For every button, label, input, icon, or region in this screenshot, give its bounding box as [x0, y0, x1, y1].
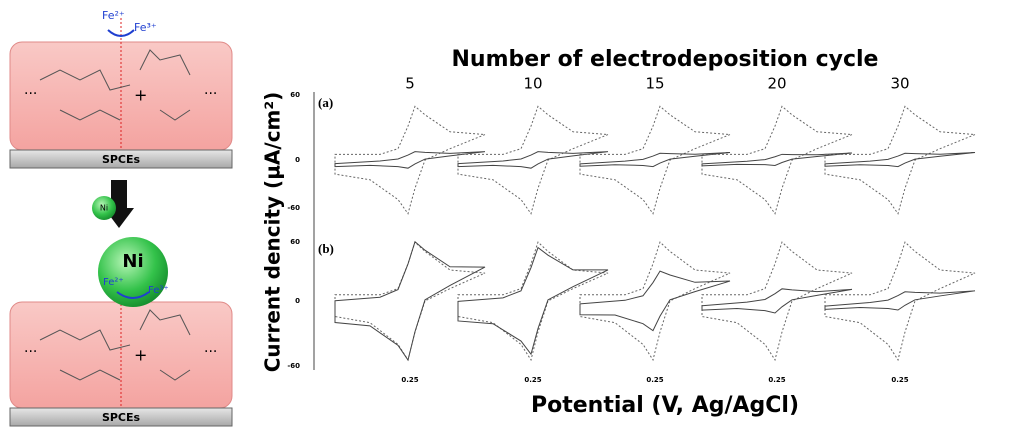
- ni-label: Ni: [100, 204, 108, 213]
- plus: +: [134, 86, 147, 105]
- dashed-cv-curve: [579, 241, 731, 362]
- ion-label: Fe²⁺: [102, 9, 125, 22]
- ion-label: Fe³⁺: [134, 21, 157, 34]
- dashed-cv-curve: [701, 105, 853, 215]
- cycle-label: 10: [523, 75, 542, 93]
- ni-label: Ni: [122, 251, 143, 272]
- solid-cv-curve: [824, 151, 976, 168]
- dashed-cv-curve: [457, 241, 609, 362]
- redox-arrow: [116, 291, 150, 299]
- plus: +: [134, 346, 147, 365]
- dashed-cv-curve: [701, 241, 853, 362]
- figure-title: Number of electrodeposition cycle: [452, 47, 879, 72]
- arrow: [111, 180, 127, 210]
- x-tick-label: 0.25: [891, 376, 908, 384]
- redox-arrow: [107, 29, 135, 37]
- ion-label: Fe³⁺: [148, 285, 169, 296]
- y-axis-label: Current dencity (µA/cm²): [261, 92, 285, 373]
- molecule: [39, 49, 191, 121]
- y-tick-label: 0: [295, 156, 300, 164]
- cycle-label: 20: [767, 75, 786, 93]
- dots: ···: [24, 344, 37, 360]
- x-tick-label: 0.25: [768, 376, 785, 384]
- solid-cv-curve: [334, 151, 486, 169]
- solid-cv-curve: [824, 290, 976, 311]
- x-axis-label: Potential (V, Ag/AgCl): [531, 393, 799, 418]
- solid-cv-curve: [579, 151, 731, 168]
- panel-label: (b): [318, 241, 334, 256]
- y-tick-label: 60: [290, 238, 300, 246]
- electrode: [9, 149, 233, 169]
- dashed-cv-curve: [824, 241, 976, 362]
- ni-particle: [92, 196, 116, 220]
- y-tick-label: -60: [287, 362, 300, 370]
- x-tick-label: 0.25: [524, 376, 541, 384]
- solid-cv-curve: [334, 240, 486, 362]
- cycle-label: 30: [890, 75, 909, 93]
- dashed-cv-curve: [579, 105, 731, 215]
- y-tick-label: 0: [295, 297, 300, 305]
- y-tick-label: -60: [287, 204, 300, 212]
- electrode-label: SPCEs: [102, 153, 141, 166]
- dashed-cv-curve: [334, 105, 486, 215]
- panel-label: (a): [318, 95, 333, 110]
- dashed-cv-curve: [457, 105, 609, 215]
- ion-label: Fe²⁺: [103, 277, 124, 288]
- solid-cv-curve: [701, 288, 853, 314]
- cycle-label: 15: [645, 75, 664, 93]
- dots: ···: [24, 86, 37, 102]
- cycle-label: 5: [405, 75, 415, 93]
- dashed-cv-curve: [824, 105, 976, 215]
- molecule: [39, 309, 191, 381]
- electrode-label: SPCEs: [102, 411, 141, 424]
- dots: ···: [204, 344, 217, 360]
- solid-cv-curve: [579, 270, 731, 332]
- solid-cv-curve: [457, 151, 609, 169]
- ni-particle: [98, 237, 168, 307]
- x-tick-label: 0.25: [401, 376, 418, 384]
- solid-cv-curve: [457, 246, 609, 356]
- dots: ···: [204, 86, 217, 102]
- electrode: [9, 407, 233, 427]
- schematic: SPCEs Fe²⁺ Fe³⁺ ··· ··· + Ni SPCEs ··· ·…: [9, 9, 233, 427]
- x-tick-label: 0.25: [646, 376, 663, 384]
- y-tick-label: 60: [290, 91, 300, 99]
